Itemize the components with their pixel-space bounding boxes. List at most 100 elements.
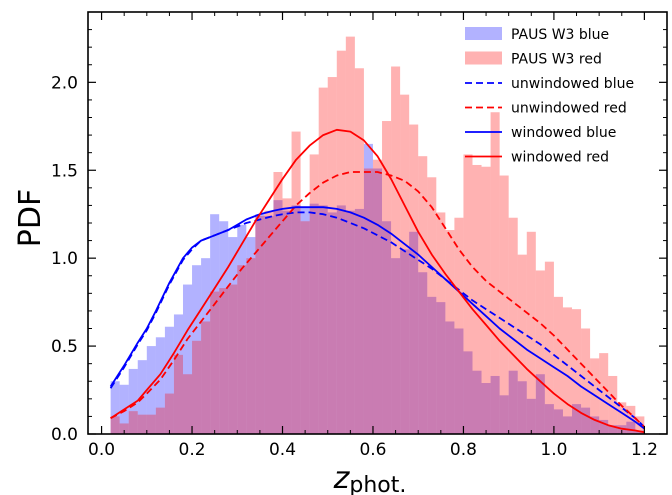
hist-bar bbox=[490, 112, 500, 434]
hist-bar bbox=[499, 395, 509, 434]
legend-label: windowed red bbox=[511, 150, 609, 166]
legend-item: unwindowed blue bbox=[465, 76, 634, 92]
hist-bar bbox=[472, 164, 482, 434]
hist-bar bbox=[544, 404, 554, 434]
hist-bar bbox=[110, 381, 120, 434]
hist-bar bbox=[590, 416, 600, 434]
x-tick-label: 0.8 bbox=[450, 440, 477, 460]
hist-bar bbox=[345, 210, 355, 434]
histogram-blue bbox=[110, 143, 645, 434]
hist-bar bbox=[535, 270, 545, 434]
hist-bar bbox=[617, 402, 627, 434]
legend-label: windowed blue bbox=[511, 125, 616, 141]
hist-bar bbox=[418, 156, 428, 434]
hist-bar bbox=[562, 307, 573, 434]
hist-bar bbox=[481, 383, 491, 434]
legend-item: PAUS W3 red bbox=[465, 51, 602, 68]
hist-bar bbox=[382, 121, 392, 435]
y-axis-label: PDF bbox=[13, 189, 48, 247]
hist-bar bbox=[300, 221, 310, 434]
axes-frame bbox=[87, 11, 668, 435]
hist-bar bbox=[228, 284, 238, 434]
hist-bar bbox=[436, 302, 446, 434]
hist-bar bbox=[409, 231, 419, 434]
hist-bar bbox=[354, 208, 364, 434]
hist-bar bbox=[228, 237, 238, 434]
hist-bar bbox=[599, 353, 609, 434]
hist-bar bbox=[526, 398, 536, 434]
hist-bar bbox=[291, 131, 301, 435]
legend-label: unwindowed blue bbox=[511, 76, 634, 92]
hist-bar bbox=[418, 272, 428, 434]
hist-bar bbox=[237, 224, 247, 434]
hist-bar bbox=[201, 258, 211, 434]
hist-bar bbox=[182, 284, 193, 434]
hist-bar bbox=[210, 291, 220, 434]
hist-bar bbox=[119, 423, 129, 434]
hist-bar bbox=[562, 416, 573, 434]
hist-bar bbox=[472, 370, 482, 434]
y-tick-label: 0.5 bbox=[51, 337, 78, 357]
curve-unwindowed-red bbox=[110, 171, 646, 428]
plot-area: 0.0 0.2 0.4 0.6 0.8 1.0 1.2 0.0 0.5 1.0 1.5 2.0 bbox=[51, 11, 668, 460]
y-tick-label: 2.0 bbox=[51, 73, 78, 93]
hist-bar bbox=[201, 321, 211, 434]
hist-bar bbox=[372, 159, 383, 434]
hist-bar bbox=[400, 94, 410, 435]
hist-bar bbox=[427, 296, 437, 434]
hist-bar bbox=[553, 296, 563, 434]
hist-bar bbox=[309, 203, 319, 434]
hist-bar bbox=[137, 414, 147, 434]
hist-bar bbox=[391, 258, 401, 434]
curve-windowed-red bbox=[110, 128, 645, 434]
tick-layer: 0.0 0.2 0.4 0.6 0.8 1.0 1.2 0.0 0.5 1.0 1.5 2.0 bbox=[51, 12, 667, 460]
curve-windowed-blue bbox=[109, 206, 645, 430]
hist-bar bbox=[291, 205, 301, 434]
hist-bar bbox=[490, 375, 500, 434]
legend: PAUS W3 blue PAUS W3 red unwindowed blue un… bbox=[465, 27, 634, 166]
hist-bar bbox=[409, 124, 419, 435]
hist-bar bbox=[246, 258, 256, 434]
hist-bar bbox=[363, 168, 373, 434]
y-tick-label: 1.5 bbox=[51, 161, 78, 181]
hist-bar bbox=[327, 212, 337, 434]
hist-bar bbox=[599, 419, 609, 434]
hist-bar bbox=[382, 221, 392, 434]
hist-bar bbox=[354, 68, 364, 435]
y-tick-label: 1.0 bbox=[51, 249, 78, 269]
hist-bar bbox=[608, 375, 618, 434]
legend-swatch bbox=[465, 27, 502, 40]
hist-bar bbox=[436, 212, 446, 434]
hist-bar bbox=[273, 172, 283, 434]
hist-bar bbox=[345, 36, 355, 434]
legend-label: PAUS W3 red bbox=[511, 52, 602, 68]
hist-bar bbox=[255, 214, 265, 434]
hist-bar bbox=[164, 393, 174, 434]
curve-unwindowed-blue bbox=[109, 211, 646, 428]
hist-bar bbox=[264, 210, 274, 434]
x-tick-label: 0.2 bbox=[179, 440, 206, 460]
hist-bar bbox=[544, 261, 554, 434]
hist-bar bbox=[581, 407, 591, 434]
y-tick-label: 0.0 bbox=[51, 425, 78, 445]
hist-bar bbox=[128, 368, 138, 434]
hist-bar bbox=[210, 214, 220, 434]
hist-bar bbox=[517, 381, 527, 434]
hist-bar bbox=[535, 374, 545, 434]
hist-bar bbox=[336, 205, 346, 434]
hist-bar bbox=[608, 425, 618, 434]
hist-bar bbox=[173, 354, 183, 434]
hist-bar bbox=[192, 340, 202, 434]
hist-bar bbox=[237, 265, 247, 434]
curve-layer bbox=[109, 128, 646, 434]
hist-bar bbox=[246, 237, 256, 434]
hist-bar bbox=[146, 414, 156, 434]
legend-item: windowed red bbox=[465, 150, 609, 166]
hist-bar bbox=[572, 404, 582, 434]
hist-bar bbox=[454, 328, 464, 434]
hist-bar bbox=[508, 370, 518, 434]
histogram-layer bbox=[110, 36, 645, 435]
hist-bar bbox=[463, 351, 473, 434]
hist-bar bbox=[318, 87, 328, 434]
legend-label: unwindowed red bbox=[511, 101, 627, 117]
